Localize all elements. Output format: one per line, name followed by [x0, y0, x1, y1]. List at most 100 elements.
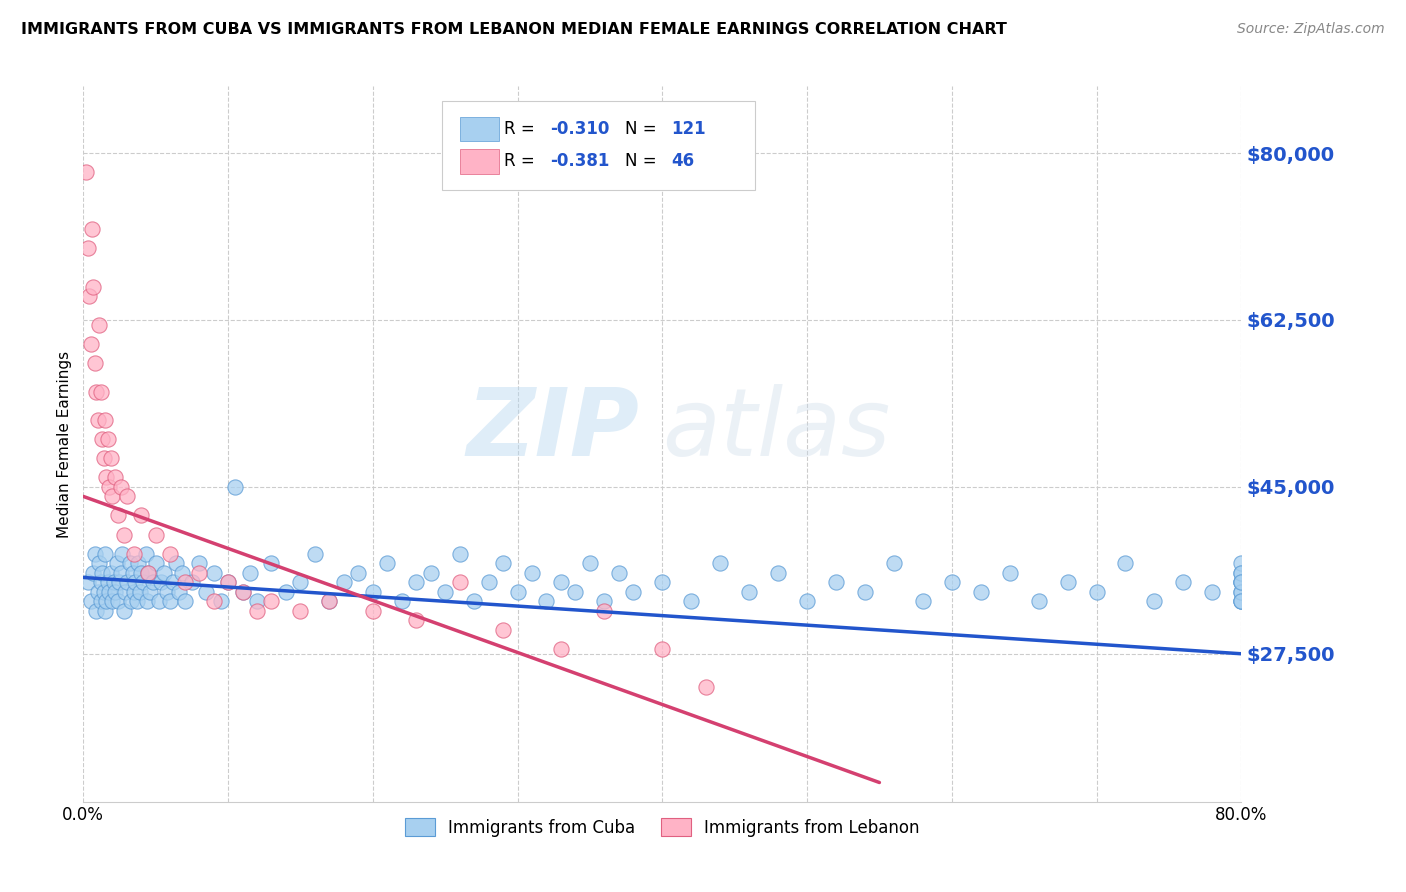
Point [536, 594, 558, 608]
Point [188, 566, 211, 580]
Point [75, 165, 97, 179]
Point [122, 547, 145, 561]
Text: -0.310: -0.310 [550, 120, 609, 138]
Point [87, 413, 110, 427]
Point [135, 547, 157, 561]
Point [129, 566, 152, 580]
Point [82, 566, 104, 580]
Text: -0.381: -0.381 [550, 153, 609, 170]
Point [110, 566, 132, 580]
Point [112, 527, 135, 541]
Point [100, 566, 122, 580]
Point [101, 594, 124, 608]
Point [304, 547, 326, 561]
Point [112, 604, 135, 618]
Point [115, 490, 138, 504]
Point [1114, 556, 1136, 570]
Point [94, 413, 117, 427]
Point [167, 584, 190, 599]
Point [76, 575, 98, 590]
Point [162, 575, 184, 590]
Point [94, 547, 117, 561]
Point [195, 584, 218, 599]
Point [260, 556, 283, 570]
Point [83, 356, 105, 370]
Point [1056, 575, 1078, 590]
Point [550, 575, 572, 590]
Point [593, 594, 616, 608]
FancyBboxPatch shape [460, 117, 499, 142]
Point [217, 575, 239, 590]
Point [138, 566, 160, 580]
Point [593, 604, 616, 618]
Point [129, 508, 152, 523]
Point [97, 575, 120, 590]
Point [1230, 566, 1253, 580]
Point [738, 584, 761, 599]
Text: R =: R = [503, 120, 540, 138]
Point [651, 642, 673, 657]
Point [89, 318, 111, 332]
Point [492, 556, 515, 570]
Point [139, 584, 162, 599]
Point [138, 566, 160, 580]
Point [114, 584, 136, 599]
Point [91, 566, 114, 580]
Point [1230, 584, 1253, 599]
Point [391, 594, 413, 608]
Point [159, 547, 181, 561]
Point [651, 575, 673, 590]
Point [170, 566, 193, 580]
Text: R =: R = [503, 153, 540, 170]
Point [93, 451, 115, 466]
Point [231, 584, 253, 599]
Point [79, 594, 101, 608]
Point [550, 642, 572, 657]
Point [93, 584, 115, 599]
Point [224, 480, 246, 494]
Point [478, 575, 501, 590]
Point [76, 242, 98, 256]
Point [165, 556, 187, 570]
Point [419, 566, 441, 580]
Point [98, 584, 121, 599]
Point [89, 556, 111, 570]
Point [159, 594, 181, 608]
Point [128, 584, 150, 599]
Point [110, 480, 132, 494]
Point [1230, 575, 1253, 590]
Point [125, 594, 148, 608]
Point [118, 556, 141, 570]
Point [941, 575, 963, 590]
FancyBboxPatch shape [443, 101, 755, 190]
Point [1230, 575, 1253, 590]
Text: N =: N = [626, 153, 662, 170]
Point [98, 480, 121, 494]
Point [1230, 575, 1253, 590]
Point [405, 575, 427, 590]
Point [1143, 594, 1166, 608]
Point [80, 222, 103, 236]
Point [1230, 594, 1253, 608]
Point [709, 556, 731, 570]
Point [246, 604, 269, 618]
Point [1085, 584, 1108, 599]
Point [96, 470, 118, 484]
Point [104, 584, 127, 599]
Point [124, 575, 146, 590]
Point [607, 566, 630, 580]
Point [1230, 584, 1253, 599]
Point [120, 594, 142, 608]
Point [217, 575, 239, 590]
Point [449, 575, 471, 590]
Y-axis label: Median Female Earnings: Median Female Earnings [58, 351, 72, 538]
Point [246, 594, 269, 608]
Point [231, 584, 253, 599]
Point [274, 584, 297, 599]
Point [101, 490, 124, 504]
Point [111, 547, 134, 561]
Point [107, 508, 129, 523]
Point [156, 584, 179, 599]
Point [564, 584, 586, 599]
Text: Source: ZipAtlas.com: Source: ZipAtlas.com [1237, 22, 1385, 37]
